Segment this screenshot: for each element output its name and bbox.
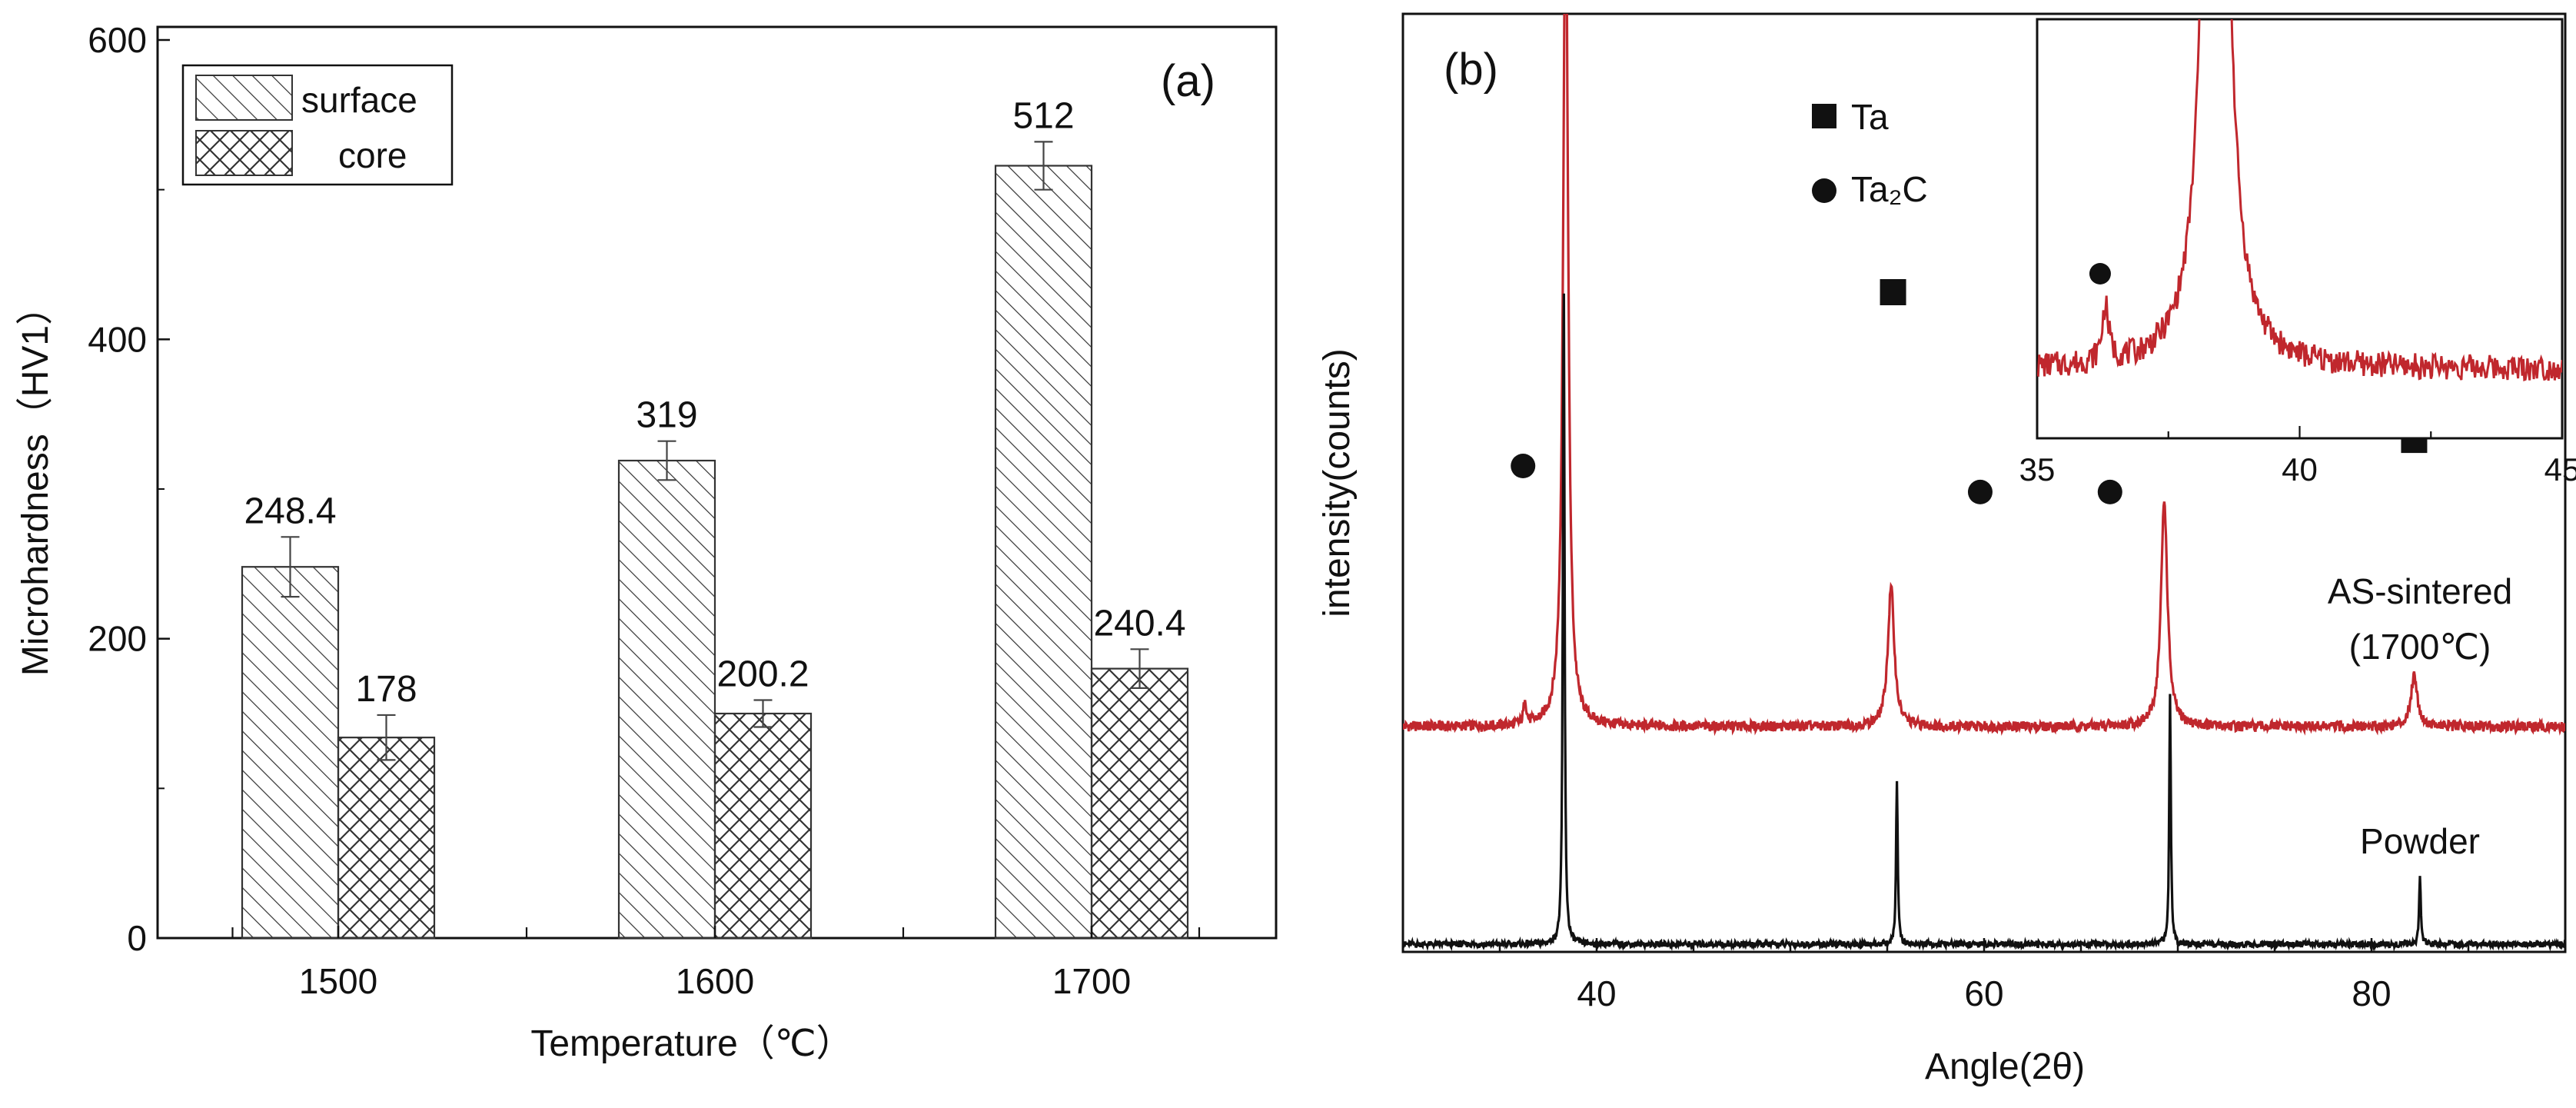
panel-a-errorbars [281, 141, 1149, 761]
trace-label-as-sintered: AS-sintered [2328, 571, 2512, 611]
panel-b-inset: 35 40 45 [2019, 18, 2576, 487]
errorbar-surface-1600 [657, 440, 676, 481]
inset-xtick-label-40: 40 [2282, 451, 2318, 487]
panel-b-ylabel: intensity(counts) [1317, 348, 1358, 617]
bar-surface-1700 [994, 165, 1093, 940]
bar-surface-1600 [617, 459, 716, 940]
ytick-label-600: 600 [88, 20, 147, 60]
panel-b-xlabel: Angle(2θ) [1925, 1046, 2085, 1087]
data-label-core-1700: 240.4 [1093, 603, 1185, 644]
panel-a-label: (a) [1161, 56, 1215, 106]
data-label-surface-1600: 319 [636, 395, 697, 436]
xtick-label-60: 60 [1964, 973, 2003, 1013]
legend-swatch-core [195, 130, 293, 176]
legend-label-surface: surface [301, 80, 417, 120]
panel-a-xlabel: Temperature（℃） [530, 1023, 853, 1064]
xtick-label-1500: 1500 [299, 961, 377, 1001]
xtick-label-80: 80 [2352, 973, 2391, 1013]
bar-core-1700 [1090, 667, 1189, 940]
panel-a-bars [241, 165, 1189, 940]
trace-label-powder: Powder [2360, 821, 2480, 861]
errorbar-core-1700 [1130, 648, 1149, 690]
peak-marker-ta-square-icon [1880, 279, 1906, 305]
data-label-surface-1500: 248.4 [244, 491, 336, 531]
errorbar-surface-1700 [1034, 141, 1053, 191]
panel-b-xticks: 40 60 80 [1401, 938, 2567, 1013]
legend-ta-label: Ta [1851, 97, 1889, 137]
legend-ta2c-circle-icon [1812, 178, 1836, 203]
trace-label-sintering-temp: (1700℃) [2349, 627, 2491, 667]
xrd-trace-as-sintered [1403, 14, 2565, 737]
xtick-label-40: 40 [1577, 973, 1616, 1013]
panel-b-xrd-chart: 40 60 80 (b) Ta Ta₂C AS-sintered (1700℃) P… [1317, 12, 2576, 1087]
ytick-label-400: 400 [88, 319, 147, 359]
panel-a-data-labels: 248.4 319 512 178 200.2 240.4 [244, 95, 1185, 710]
panel-a-xticks: 1500 1600 1700 [231, 926, 1201, 1001]
panel-b-legend: Ta Ta₂C [1812, 97, 1928, 209]
inset-xrd-trace [2037, 19, 2562, 381]
inset-xticks: 35 40 45 [2019, 426, 2576, 487]
panel-b-label: (b) [1444, 45, 1498, 95]
panel-a-yticks: 0 200 400 600 [88, 20, 170, 958]
inset-xtick-label-35: 35 [2019, 451, 2056, 487]
peak-marker-ta2c-circle-icon [2097, 479, 2122, 504]
data-label-core-1600: 200.2 [716, 654, 809, 694]
ytick-label-200: 200 [88, 619, 147, 659]
errorbar-core-1500 [377, 714, 396, 761]
bar-core-1600 [713, 712, 813, 940]
inset-xtick-label-45: 45 [2544, 451, 2576, 487]
bar-core-1500 [337, 737, 436, 940]
panel-a-bar-chart: 0 200 400 600 1500 1600 1700 248.4 319 512 178 20… [15, 20, 1278, 1064]
errorbar-core-1600 [753, 699, 773, 728]
legend-swatch-surface [195, 75, 293, 121]
data-label-core-1500: 178 [355, 669, 417, 710]
peak-marker-ta2c-circle-icon [1967, 479, 1993, 504]
panel-a-ylabel: Microhardness（HV1） [15, 288, 56, 676]
legend-label-core: core [338, 135, 407, 175]
inset-ta2c-circle-icon [2089, 263, 2111, 284]
legend-ta-square-icon [1812, 104, 1836, 128]
xtick-label-1700: 1700 [1052, 961, 1131, 1001]
peak-marker-ta2c-circle-icon [1511, 454, 1536, 478]
inset-frame [2036, 18, 2564, 440]
panel-a-legend: surface core [181, 64, 454, 186]
xtick-label-1600: 1600 [676, 961, 754, 1001]
errorbar-surface-1500 [281, 536, 300, 598]
data-label-surface-1700: 512 [1012, 95, 1074, 136]
ytick-label-0: 0 [127, 918, 147, 958]
legend-ta2c-label: Ta₂C [1851, 169, 1928, 209]
bar-surface-1500 [241, 566, 340, 940]
